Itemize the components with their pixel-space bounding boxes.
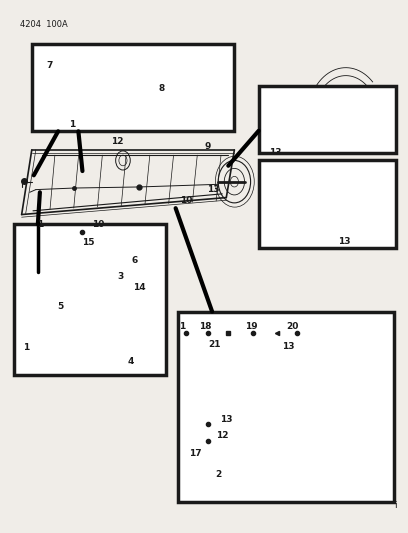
Text: 1: 1 — [69, 120, 75, 129]
Bar — [259, 86, 397, 152]
Text: i: i — [394, 502, 397, 511]
Text: 13: 13 — [220, 415, 233, 424]
Text: 12: 12 — [111, 138, 123, 147]
Text: 12: 12 — [216, 431, 228, 440]
Text: 8: 8 — [158, 84, 164, 93]
Text: 6: 6 — [132, 256, 138, 265]
Text: 1: 1 — [22, 343, 29, 352]
Bar — [32, 44, 234, 131]
Text: 20: 20 — [286, 322, 299, 331]
Text: 4204  100A: 4204 100A — [20, 20, 67, 29]
Text: 1: 1 — [37, 220, 43, 229]
Text: 10: 10 — [93, 220, 105, 229]
Text: 17: 17 — [189, 449, 202, 458]
Text: 9: 9 — [205, 142, 211, 151]
Bar — [13, 224, 166, 375]
Text: 21: 21 — [208, 340, 220, 349]
Text: 14: 14 — [133, 283, 146, 292]
Text: 10: 10 — [180, 196, 192, 205]
Text: 7: 7 — [47, 61, 53, 69]
Bar — [259, 160, 397, 248]
Text: 3: 3 — [118, 271, 124, 280]
Text: 13: 13 — [268, 148, 281, 157]
Text: 13: 13 — [282, 342, 295, 351]
Text: 15: 15 — [82, 238, 95, 247]
Text: 1: 1 — [180, 322, 186, 331]
Bar — [177, 312, 395, 503]
Text: 18: 18 — [199, 322, 211, 331]
Text: 5: 5 — [57, 302, 63, 311]
Text: 13: 13 — [337, 237, 350, 246]
Text: 2: 2 — [215, 470, 221, 479]
Text: 19: 19 — [246, 322, 258, 331]
Text: 4: 4 — [128, 358, 134, 367]
Text: 13: 13 — [207, 185, 220, 194]
